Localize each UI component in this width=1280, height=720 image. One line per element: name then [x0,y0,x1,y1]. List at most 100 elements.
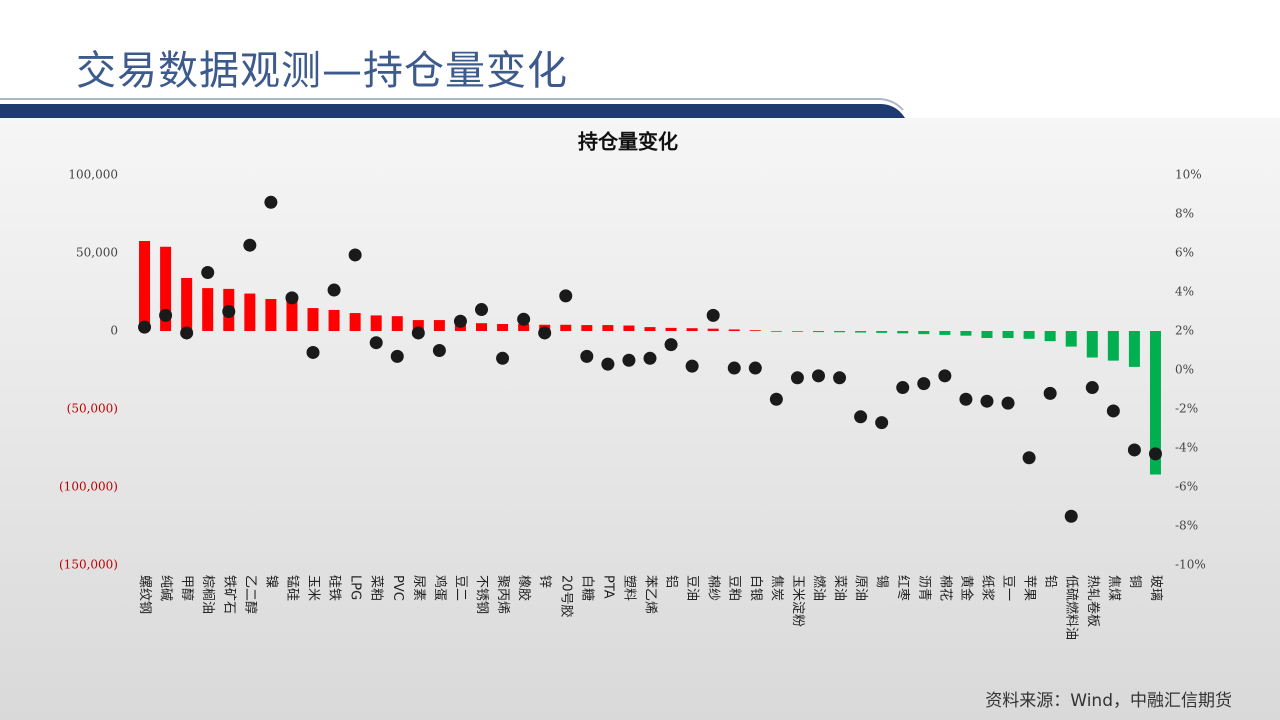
bar [749,330,761,332]
x-tick-label: 锌 [537,575,552,588]
dot [390,349,404,363]
x-tick-label: 热轧卷板 [1085,575,1101,627]
bar [560,324,572,331]
bar [876,331,888,333]
x-tick-label: 原油 [853,575,868,601]
dot [580,349,594,363]
x-tick-label: 豆一 [1001,575,1016,601]
bar [1107,331,1119,361]
bar [834,331,846,333]
x-tick-label: 豆油 [685,575,700,601]
x-tick-label: 白银 [748,575,764,601]
bar [497,323,509,331]
y-tick-label: 0 [110,324,118,338]
x-tick-label: 鸡蛋 [432,575,448,601]
bar [728,329,740,331]
dot [306,345,320,359]
dot [938,369,952,383]
dot [664,338,678,352]
dot [285,291,299,305]
dot [706,308,720,322]
y2-tick-label: -2% [1175,402,1198,416]
x-tick-label: 纸浆 [979,575,994,601]
header-line [0,98,904,111]
dot [411,326,425,340]
dot [980,394,994,408]
x-tick-label: 纯碱 [158,575,173,601]
x-tick-label: 玻璃 [1148,575,1163,601]
x-tick-label: 铅 [1043,575,1058,588]
dot [222,305,236,318]
bar [476,323,488,331]
x-tick-label: 黄金 [958,575,974,601]
dot [748,361,762,375]
y-tick-label: (50,000) [67,402,118,416]
dot [1085,381,1099,395]
dot [517,312,531,326]
bar [581,325,593,331]
dot [1064,509,1078,523]
y2-tick-label: 10% [1175,168,1202,182]
x-tick-label: 甲醇 [179,575,195,601]
x-tick-label: 硅铁 [327,575,342,601]
dot [1148,447,1162,461]
x-tick-label: LPG [348,575,363,600]
x-tick-label: 棉纱 [706,575,721,601]
dot [475,303,489,317]
bar [1128,331,1140,367]
dot [496,351,510,365]
header-stripe [0,104,905,118]
dot [1001,396,1015,410]
dot [264,195,278,209]
x-tick-label: 红枣 [895,575,911,601]
dot [896,381,910,395]
dot [1022,451,1036,465]
x-tick-label: 聚丙烯 [495,575,510,614]
x-tick-label: PVC [390,575,405,601]
y2-tick-label: 0% [1175,363,1194,377]
x-tick-label: 菜粕 [369,575,384,601]
dot [811,369,825,383]
bar [370,315,382,331]
dot [1127,443,1141,457]
x-tick-label: 玉米 [306,575,321,601]
dot [601,357,615,371]
y2-tick-label: 4% [1175,285,1194,299]
dot [769,392,783,406]
bar [981,331,993,339]
x-tick-label: 豆二 [453,575,468,601]
dot [432,344,446,357]
x-tick-label: 尿素 [411,575,426,601]
bar [644,327,656,331]
x-tick-label: 20号胶 [558,575,574,618]
dot [201,266,215,279]
bar [265,299,277,331]
x-tick-label: 沥青 [916,575,931,601]
x-tick-label: 镍 [263,575,278,588]
x-tick-label: 棕榈油 [200,575,215,614]
bar [686,328,698,331]
dot [854,410,868,424]
bar [960,331,972,336]
bar [181,277,193,331]
x-tick-label: 苯乙烯 [643,575,658,614]
bar [897,331,909,334]
x-tick-label: 燃油 [811,575,827,601]
x-tick-label: 螺纹钢 [137,575,152,614]
bar [939,331,951,335]
bar [770,331,782,332]
y2-tick-label: -6% [1175,480,1198,494]
bar [812,331,824,333]
bar [328,309,340,331]
dot [917,377,931,391]
y2-tick-label: -4% [1175,441,1198,455]
x-tick-label: 锰硅 [284,575,299,601]
x-tick-label: 焦煤 [1106,575,1121,601]
x-tick-label: 锡 [874,575,889,588]
bar [244,293,256,331]
bar [286,299,298,331]
dot [833,371,847,385]
x-tick-label: 不锈钢 [474,575,489,614]
x-tick-label: 铝 [664,575,679,588]
